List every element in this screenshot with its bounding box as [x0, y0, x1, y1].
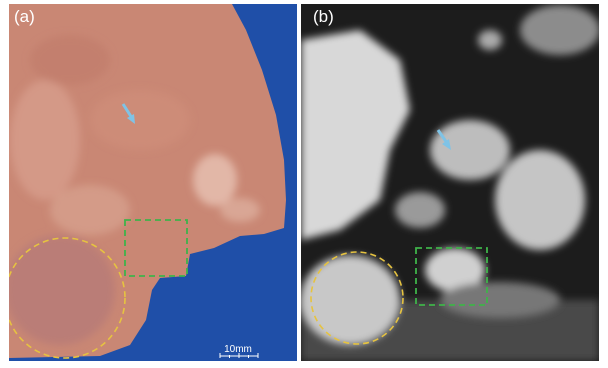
- panel-label: (a): [14, 7, 35, 26]
- panel-a: (a) 10mm: [5, 4, 297, 361]
- panel-b: (b): [300, 4, 600, 361]
- scale-label: 10mm: [224, 344, 252, 355]
- panel-label: (b): [313, 7, 334, 26]
- figure: (a) 10mm (b): [0, 0, 608, 368]
